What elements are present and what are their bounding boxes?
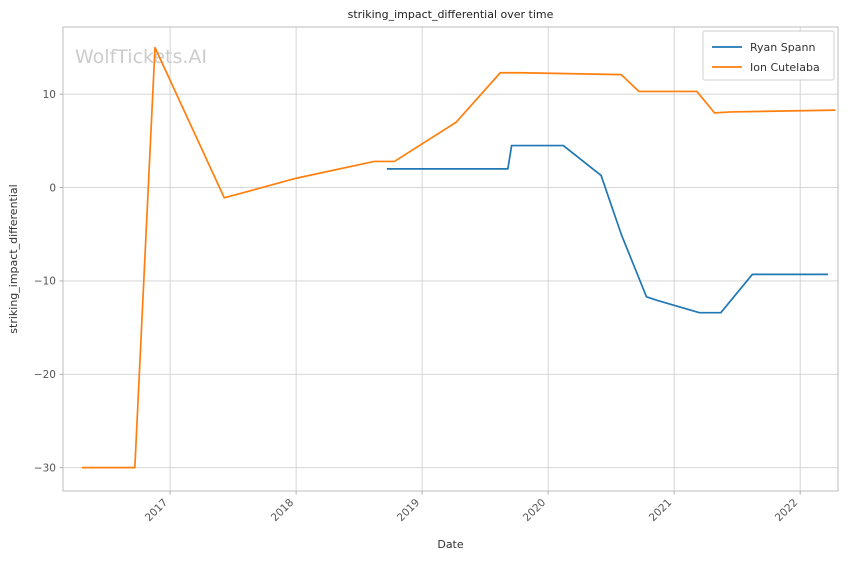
y-tick-label: 0 [49, 182, 56, 194]
y-tick-label: −10 [34, 276, 56, 288]
chart-title: striking_impact_differential over time [348, 8, 554, 21]
series-line-ryan-spann [386, 144, 828, 314]
y-tick-label: 10 [43, 89, 56, 101]
y-axis-label: striking_impact_differential [7, 184, 20, 333]
plot-background [63, 27, 838, 491]
y-axis-ticks: 10 0 −10 −20 −30 [34, 89, 63, 474]
watermark: WolfTickets.AI [75, 46, 207, 68]
y-tick-label: −30 [34, 462, 56, 474]
legend-label: Ryan Spann [750, 41, 815, 54]
x-axis-label: Date [437, 538, 464, 551]
legend-label: Ion Cutelaba [750, 61, 820, 74]
y-tick-label: −20 [34, 369, 56, 381]
y-gridlines [63, 93, 838, 469]
plot-border [62, 26, 839, 492]
chart-legend[interactable]: Ryan Spann Ion Cutelaba [702, 30, 835, 81]
x-gridlines [169, 27, 801, 491]
series-line-ion-cutelaba [81, 46, 836, 469]
series-lines [81, 46, 836, 469]
